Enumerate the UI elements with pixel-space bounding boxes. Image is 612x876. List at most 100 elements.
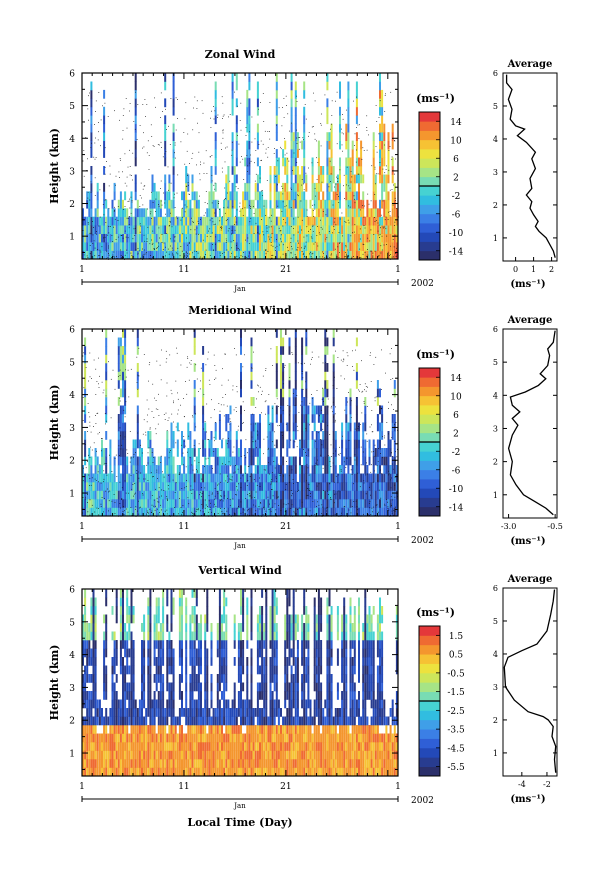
- data-cell: [275, 499, 278, 508]
- data-cell: [240, 490, 242, 500]
- contour-dot: [227, 230, 229, 232]
- contour-dot: [147, 512, 148, 513]
- x-tick-label: 21: [280, 265, 291, 275]
- data-cell: [391, 174, 394, 184]
- data-cell: [117, 371, 120, 381]
- contour-dots: [82, 91, 399, 260]
- data-cell: [271, 465, 274, 474]
- data-cell: [193, 363, 196, 372]
- contour-dot: [166, 382, 168, 384]
- data-cell: [134, 157, 137, 167]
- data-cell: [280, 380, 282, 389]
- data-cell: [334, 456, 337, 466]
- contour-dot: [129, 207, 131, 209]
- data-cell: [355, 499, 358, 508]
- contour-dot: [282, 244, 284, 246]
- data-cell: [130, 199, 133, 209]
- data-cell: [229, 225, 232, 234]
- data-cell: [261, 216, 264, 226]
- data-cell: [391, 199, 394, 209]
- data-cell: [119, 482, 122, 491]
- data-cell: [164, 123, 167, 133]
- contour-dot: [151, 136, 153, 137]
- data-cell: [317, 482, 320, 491]
- data-cell: [96, 250, 99, 260]
- data-cell: [355, 465, 358, 474]
- contour-dot: [133, 454, 135, 455]
- data-cell: [374, 448, 377, 457]
- data-cell: [273, 182, 276, 192]
- data-cell: [322, 199, 325, 209]
- data-cell: [181, 456, 183, 466]
- contour-dot: [253, 351, 254, 353]
- data-cell: [164, 199, 167, 209]
- data-cell: [90, 182, 93, 192]
- data-cell: [360, 490, 363, 500]
- contour-dot: [240, 255, 242, 257]
- data-cell: [168, 499, 171, 508]
- data-cell: [191, 233, 194, 243]
- contour-dot: [374, 400, 376, 402]
- contour-dot: [184, 211, 186, 213]
- data-cell: [305, 473, 308, 483]
- contour-dot: [353, 195, 355, 197]
- contour-dot: [242, 508, 244, 510]
- data-cell: [216, 233, 219, 243]
- contour-dot: [254, 497, 256, 498]
- data-cell: [204, 507, 207, 517]
- data-cell: [84, 216, 87, 226]
- contour-dot: [130, 252, 132, 254]
- data-cell: [364, 405, 367, 415]
- contour-dot: [103, 481, 104, 483]
- data-cell: [178, 499, 181, 508]
- contour-dot: [370, 352, 371, 354]
- data-cell: [261, 233, 264, 243]
- contour-dot: [98, 508, 99, 509]
- data-cell: [134, 98, 137, 108]
- data-cell: [269, 225, 272, 234]
- data-cell: [231, 81, 234, 91]
- contour-dot: [110, 417, 112, 419]
- contour-dot: [145, 252, 147, 253]
- data-cell: [237, 499, 240, 508]
- data-cell: [237, 250, 240, 260]
- data-cell: [332, 216, 335, 226]
- data-cell: [360, 482, 363, 491]
- data-cell: [84, 388, 87, 398]
- data-cell: [326, 431, 329, 440]
- contour-dot: [98, 255, 100, 257]
- data-cell: [244, 182, 247, 192]
- data-cell: [96, 225, 99, 234]
- contour-dot: [382, 168, 384, 170]
- contour-dot: [121, 235, 123, 236]
- contour-dot: [301, 229, 302, 231]
- contour-dot: [391, 499, 393, 501]
- data-cell: [191, 499, 194, 508]
- contour-dot: [125, 369, 126, 371]
- contour-dot: [362, 205, 363, 206]
- contour-dot: [259, 477, 260, 479]
- data-cell: [155, 216, 158, 226]
- contour-dot: [328, 186, 330, 188]
- data-cell: [265, 233, 268, 243]
- data-cell: [252, 431, 255, 440]
- data-cell: [115, 242, 118, 251]
- contour-dot: [385, 93, 386, 95]
- data-cell: [178, 242, 181, 251]
- data-cell: [174, 490, 177, 500]
- data-cell: [254, 233, 257, 243]
- data-cell: [225, 174, 228, 184]
- data-cell: [280, 225, 282, 234]
- contour-dot: [226, 146, 228, 148]
- contour-dot: [388, 433, 389, 435]
- data-cell: [353, 439, 356, 449]
- data-cell: [136, 242, 139, 251]
- data-cell: [358, 482, 360, 491]
- data-cell: [351, 166, 354, 175]
- contour-dot: [384, 437, 385, 439]
- data-cell: [90, 473, 93, 483]
- data-cell: [379, 199, 381, 209]
- contour-dot: [135, 249, 137, 251]
- data-cell: [130, 216, 133, 226]
- contour-dot: [203, 173, 205, 174]
